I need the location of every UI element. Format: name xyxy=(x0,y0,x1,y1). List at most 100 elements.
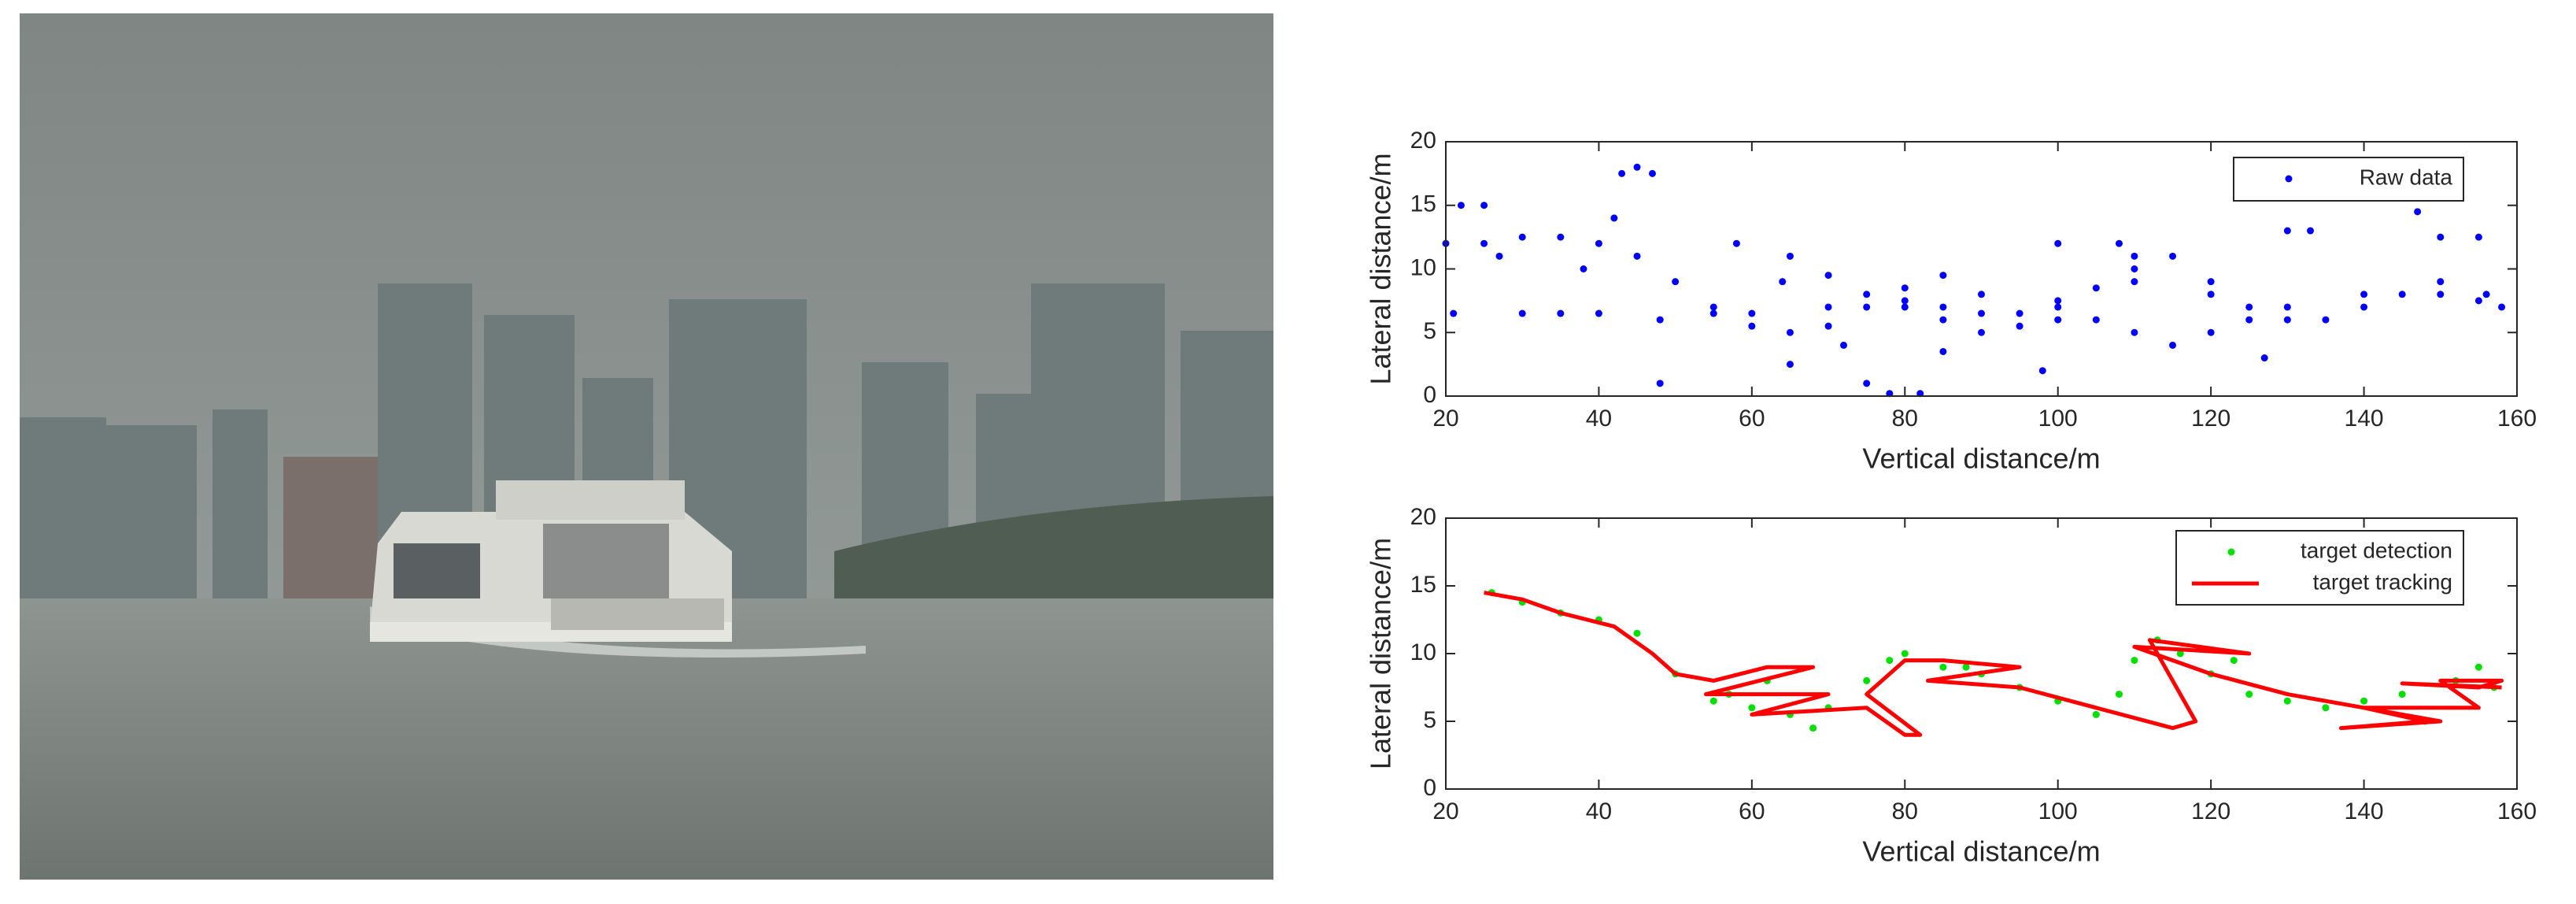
y-tick-label: 15 xyxy=(1410,572,1436,598)
x-tick-label: 40 xyxy=(1586,798,1612,824)
data-point xyxy=(1962,663,1970,671)
data-point xyxy=(2245,303,2253,311)
data-point xyxy=(2474,663,2482,671)
y-axis-label: Lateral distance/m xyxy=(1365,153,1397,384)
axes-frame xyxy=(1445,141,2518,397)
y-tick-label: 10 xyxy=(1410,254,1436,280)
data-point xyxy=(2131,252,2138,260)
data-point xyxy=(1978,291,1985,298)
legend: Raw data xyxy=(2233,157,2464,202)
axes-frame xyxy=(1445,517,2518,790)
data-point xyxy=(2437,278,2445,286)
x-tick-label: 140 xyxy=(2345,406,2384,432)
data-point xyxy=(1633,252,1641,260)
data-point xyxy=(1786,252,1794,260)
data-point xyxy=(2360,291,2368,298)
data-point xyxy=(2360,303,2368,311)
x-tick-label: 20 xyxy=(1432,798,1458,824)
data-point xyxy=(1939,303,1947,311)
data-point xyxy=(2054,297,2062,305)
data-point xyxy=(2437,233,2445,241)
x-tick-label: 100 xyxy=(2038,406,2078,432)
boat xyxy=(370,480,732,642)
data-point xyxy=(2092,710,2100,718)
data-point xyxy=(2016,309,2023,317)
data-point xyxy=(1580,265,1587,272)
data-point xyxy=(1656,316,1664,324)
data-point xyxy=(2169,252,2177,260)
data-point xyxy=(2245,316,2253,324)
y-tick-label: 0 xyxy=(1423,775,1436,801)
data-point xyxy=(1748,322,1756,330)
data-point xyxy=(2115,691,2123,698)
data-point xyxy=(2322,704,2330,712)
legend-swatch xyxy=(2227,548,2235,556)
data-point xyxy=(1901,303,1909,311)
data-point xyxy=(2414,208,2422,216)
data-point xyxy=(2176,650,2184,658)
data-point xyxy=(1648,169,1656,177)
data-point xyxy=(1939,316,1947,324)
data-point xyxy=(1863,380,1871,387)
data-point xyxy=(1779,278,1787,286)
data-point xyxy=(1809,724,1817,732)
data-point xyxy=(1610,214,1618,222)
building xyxy=(283,457,378,622)
data-point xyxy=(2131,657,2138,665)
data-point xyxy=(1978,328,1985,336)
data-point xyxy=(2054,303,2062,311)
x-tick-label: 100 xyxy=(2038,798,2078,824)
data-point xyxy=(1863,303,1871,311)
chart: 20 40 60 80 100 120 140 160 0 5 10 15 20 target detec… xyxy=(1365,504,2537,868)
x-tick-label: 20 xyxy=(1432,406,1458,432)
data-point xyxy=(1450,309,1458,317)
data-point xyxy=(1495,252,1503,260)
data-point xyxy=(1557,233,1565,241)
data-point xyxy=(1633,163,1641,171)
water xyxy=(20,598,1273,880)
data-point xyxy=(2398,291,2406,298)
data-point xyxy=(2283,227,2291,235)
x-tick-label: 120 xyxy=(2191,798,2230,824)
y-tick-label: 5 xyxy=(1423,318,1436,344)
data-point xyxy=(1518,233,1526,241)
data-point xyxy=(2360,697,2368,705)
data-point xyxy=(1595,309,1602,317)
legend-box xyxy=(2233,157,2464,202)
legend-label: target tracking xyxy=(2313,569,2452,594)
legend-label: Raw data xyxy=(2360,165,2453,189)
data-point xyxy=(2437,291,2445,298)
data-point xyxy=(2131,278,2138,286)
y-tick-label: 20 xyxy=(1410,128,1436,154)
legend-swatch xyxy=(2285,175,2293,183)
data-point xyxy=(1709,697,1717,705)
data-point xyxy=(2131,265,2138,272)
trees xyxy=(834,496,1273,606)
x-tick-label: 160 xyxy=(2497,406,2537,432)
data-point xyxy=(1978,309,1985,317)
y-tick-label: 0 xyxy=(1423,382,1436,408)
data-point xyxy=(2115,239,2123,247)
data-point xyxy=(2307,227,2315,235)
data-point xyxy=(2498,303,2506,311)
data-point xyxy=(2207,291,2215,298)
legend: target detection target tracking xyxy=(2175,530,2464,606)
data-point xyxy=(2207,278,2215,286)
x-tick-label: 160 xyxy=(2497,798,2537,824)
y-tick-label: 10 xyxy=(1410,639,1436,665)
data-point xyxy=(2092,284,2100,292)
data-point xyxy=(2054,239,2062,247)
data-point xyxy=(2169,341,2177,349)
data-point xyxy=(2038,367,2046,375)
data-point xyxy=(1618,169,1626,177)
data-point xyxy=(1901,650,1909,658)
x-tick-label: 120 xyxy=(2191,406,2230,432)
x-tick-label: 80 xyxy=(1892,798,1918,824)
data-point xyxy=(2092,316,2100,324)
x-tick-label: 60 xyxy=(1739,406,1765,432)
data-point xyxy=(2283,303,2291,311)
track-line xyxy=(1484,591,2504,737)
data-point xyxy=(1786,328,1794,336)
